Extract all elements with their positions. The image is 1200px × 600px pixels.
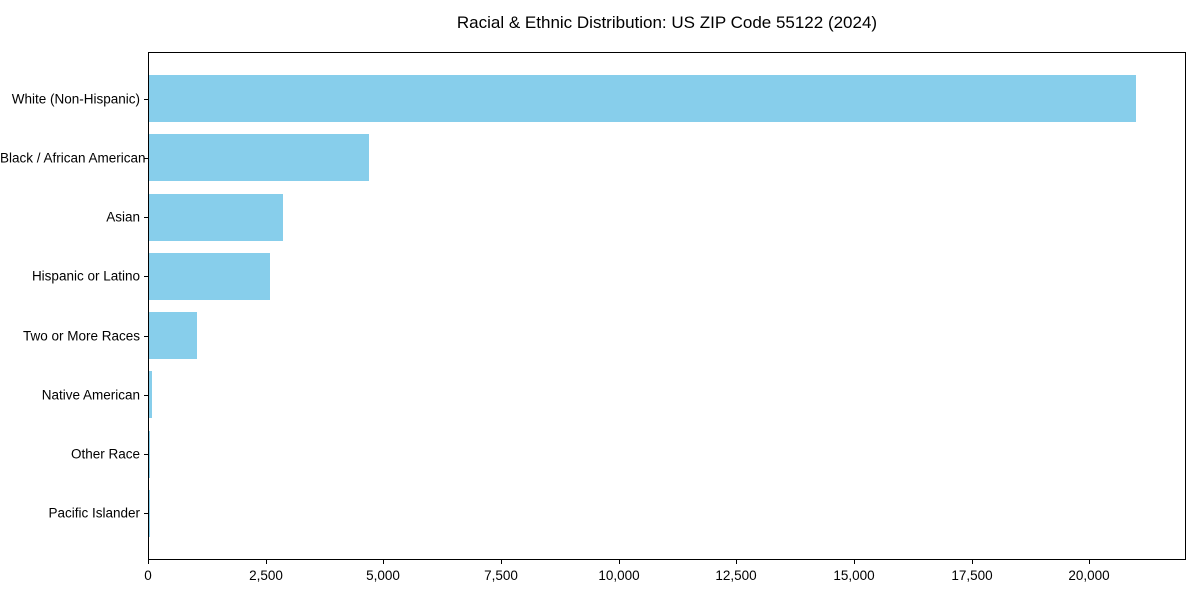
y-tick-label: Native American — [41, 387, 140, 403]
x-tick-mark — [501, 560, 502, 564]
y-tick-mark — [144, 336, 148, 337]
plot-area — [148, 52, 1186, 560]
x-tick-mark — [266, 560, 267, 564]
x-tick-mark — [854, 560, 855, 564]
y-tick-label: Black / African American — [0, 150, 146, 166]
x-tick-label: 7,500 — [484, 568, 518, 583]
x-tick-mark — [1089, 560, 1090, 564]
x-tick-label: 10,000 — [598, 568, 640, 583]
y-tick-mark — [144, 158, 148, 159]
x-tick-label: 17,500 — [951, 568, 993, 583]
y-tick-label: Hispanic or Latino — [31, 268, 140, 284]
y-tick-label: Pacific Islander — [48, 505, 140, 521]
y-tick-label: Asian — [106, 209, 140, 225]
bar-black-african-american — [149, 134, 369, 181]
y-tick-mark — [144, 99, 148, 100]
x-tick-mark — [383, 560, 384, 564]
bar-two-or-more-races — [149, 312, 197, 359]
y-tick-mark — [144, 513, 148, 514]
bar-asian — [149, 194, 283, 241]
bar-white-non-hispanic — [149, 75, 1136, 122]
x-tick-mark — [972, 560, 973, 564]
y-tick-mark — [144, 454, 148, 455]
y-tick-mark — [144, 395, 148, 396]
x-tick-label: 2,500 — [249, 568, 283, 583]
x-tick-mark — [148, 560, 149, 564]
bar-hispanic-or-latino — [149, 253, 271, 300]
x-tick-label: 20,000 — [1068, 568, 1110, 583]
bar-other-race — [149, 431, 151, 478]
y-tick-label: Two or More Races — [22, 328, 140, 344]
x-tick-label: 0 — [144, 568, 152, 583]
x-tick-mark — [619, 560, 620, 564]
y-tick-mark — [144, 276, 148, 277]
x-tick-label: 15,000 — [833, 568, 875, 583]
chart-title: Racial & Ethnic Distribution: US ZIP Cod… — [456, 13, 878, 32]
x-tick-label: 5,000 — [366, 568, 400, 583]
x-tick-label: 12,500 — [715, 568, 757, 583]
x-tick-mark — [736, 560, 737, 564]
y-tick-mark — [144, 217, 148, 218]
bar-native-american — [149, 371, 153, 418]
y-tick-label: Other Race — [70, 446, 140, 462]
y-tick-label: White (Non-Hispanic) — [11, 91, 140, 107]
